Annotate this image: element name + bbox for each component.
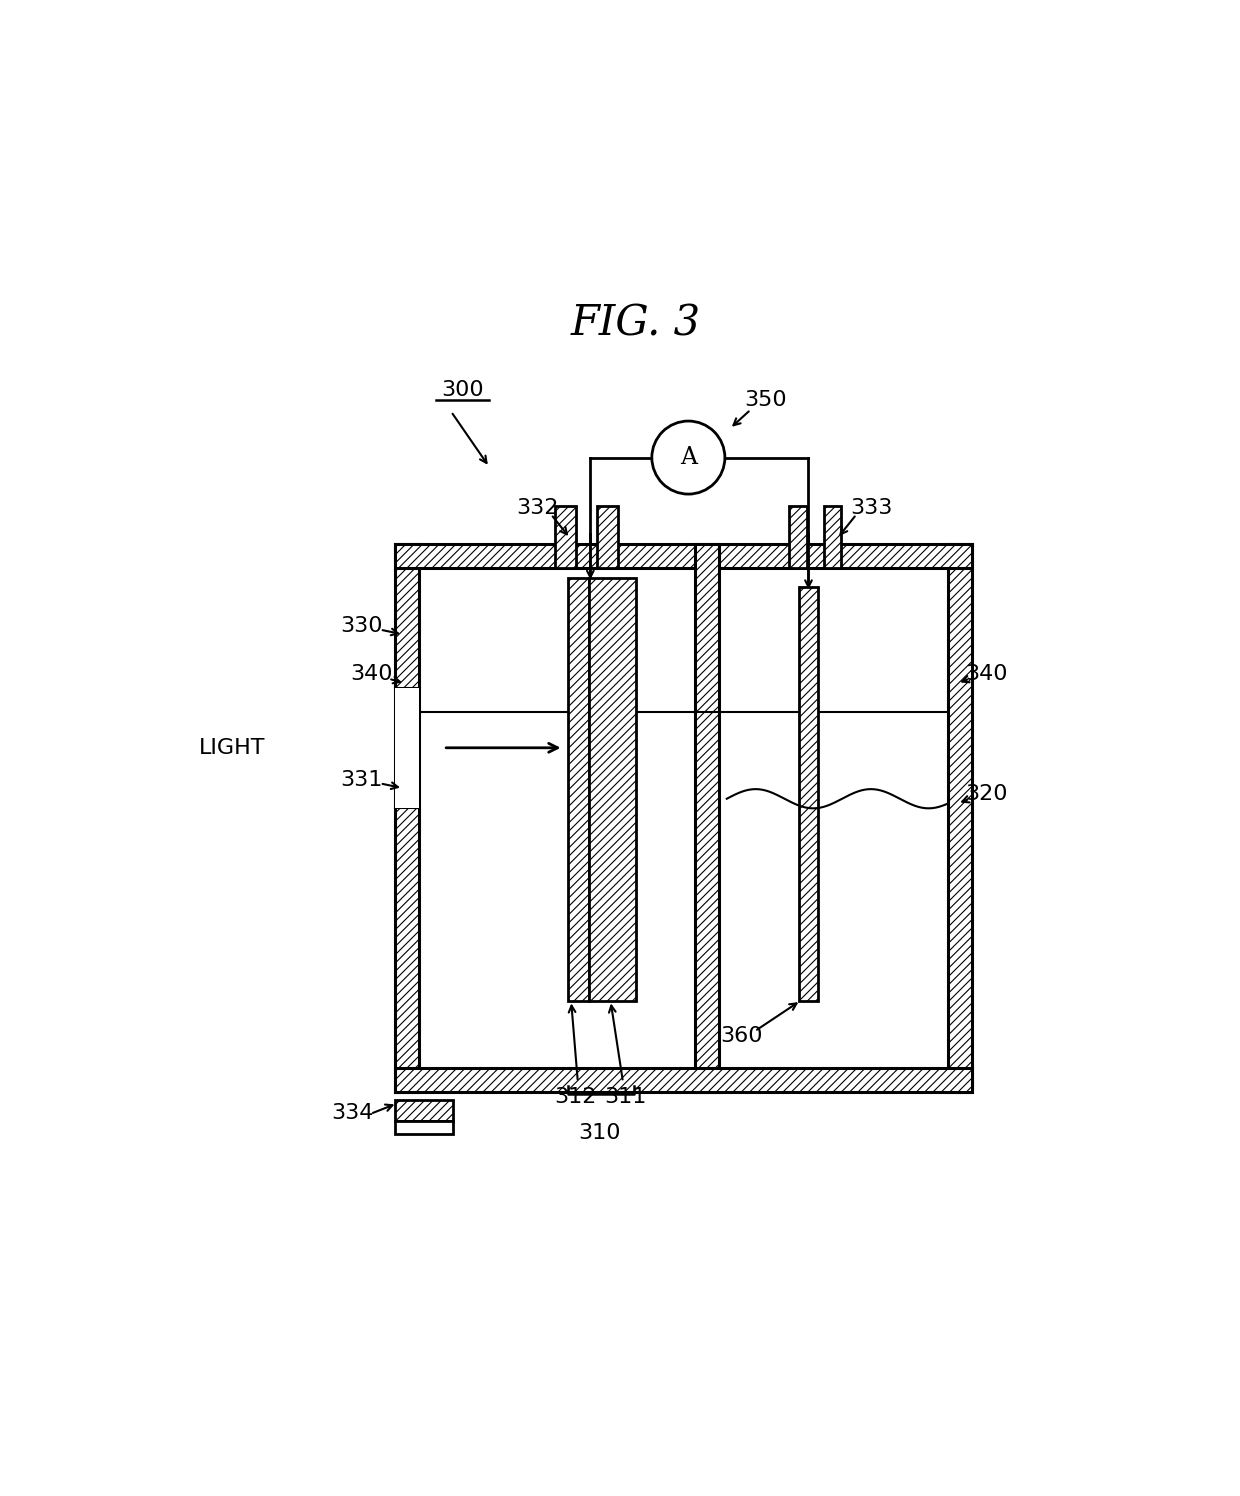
Text: 332: 332 [516,498,559,518]
Text: 300: 300 [441,380,484,399]
Bar [396,545,972,568]
Text: LIGHT: LIGHT [198,738,265,758]
Text: 312: 312 [554,1088,596,1107]
Bar [589,577,635,1001]
Bar [396,1068,972,1092]
Bar [789,506,806,568]
Bar [696,545,719,1092]
Text: 331: 331 [341,769,383,790]
Bar [396,688,419,808]
Text: FIG. 3: FIG. 3 [570,302,701,344]
Text: 350: 350 [744,390,786,410]
Bar [596,506,619,568]
Bar [396,545,419,1092]
Text: 310: 310 [579,1122,621,1143]
Bar [568,577,589,1001]
Bar [799,588,818,1001]
Bar [947,545,972,1092]
Text: 320: 320 [965,784,1008,803]
Text: 334: 334 [331,1103,373,1123]
Text: 330: 330 [340,616,383,636]
Bar [823,506,841,568]
Text: A: A [680,446,697,470]
Bar [554,506,575,568]
Text: 311: 311 [605,1088,647,1107]
Text: 340: 340 [965,664,1008,684]
Text: 333: 333 [849,498,892,518]
Text: 340: 340 [350,664,393,684]
Circle shape [652,420,725,494]
Bar [396,1121,453,1134]
Bar [396,1100,453,1121]
Text: 360: 360 [720,1026,763,1046]
